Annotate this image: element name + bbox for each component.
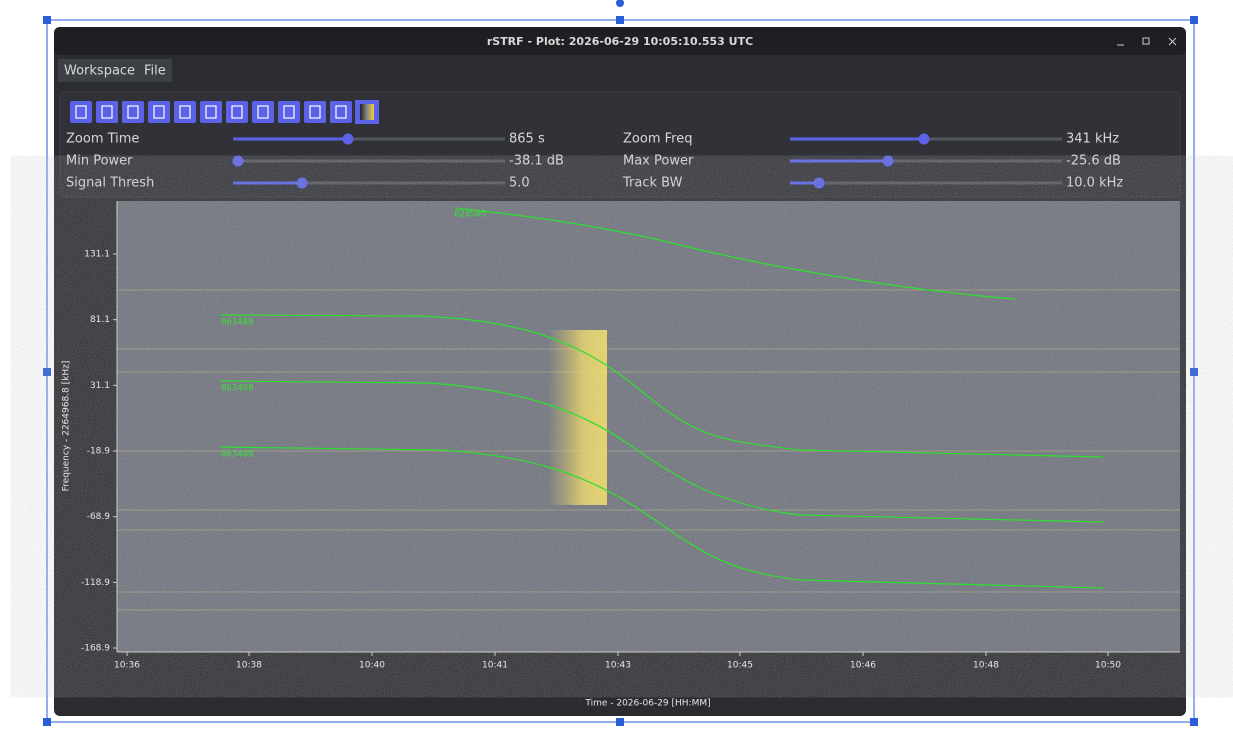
control-value: -25.6 dB xyxy=(1066,154,1121,169)
tool-glyph xyxy=(179,105,191,119)
tool-glyph xyxy=(335,105,347,119)
colormap-icon xyxy=(360,104,374,120)
control-value: 341 kHz xyxy=(1066,132,1119,147)
tool-glyph xyxy=(101,105,113,119)
control-value: 5.0 xyxy=(509,176,530,191)
tool-button[interactable] xyxy=(252,101,274,123)
tool-button[interactable] xyxy=(174,101,196,123)
tool-glyph xyxy=(231,105,243,119)
tool-glyph xyxy=(127,105,139,119)
x-tick-label: 10:41 xyxy=(482,661,508,671)
slider-handle[interactable] xyxy=(813,177,825,189)
tracks xyxy=(219,207,1104,589)
control-value: 865 s xyxy=(509,132,545,147)
control-label: Zoom Freq xyxy=(623,132,692,147)
x-axis-label: Time - 2026-06-29 [HH:MM] xyxy=(584,699,710,709)
tool-glyph xyxy=(153,105,165,119)
control-value: 10.0 kHz xyxy=(1066,176,1123,191)
track-label: 063488 xyxy=(221,318,254,328)
control-label: Signal Thresh xyxy=(66,176,154,191)
x-tick-label: 10:38 xyxy=(236,661,262,671)
title-bar xyxy=(54,27,1186,55)
x-tick-label: 10:40 xyxy=(359,661,385,671)
x-tick-label: 10:50 xyxy=(1095,661,1121,671)
tool-glyph xyxy=(205,105,217,119)
slider-handle[interactable] xyxy=(918,133,930,145)
control-value: -38.1 dB xyxy=(509,154,564,169)
y-tick-label: -168.9 xyxy=(81,644,110,654)
tool-button[interactable] xyxy=(148,101,170,123)
carrier-lines xyxy=(117,289,1180,611)
tool-button[interactable] xyxy=(70,101,92,123)
y-axis-label: Frequency - 2264968.8 [kHz] xyxy=(62,361,72,492)
control-label: Min Power xyxy=(66,154,133,169)
y-tick-label: 31.1 xyxy=(90,381,110,391)
slider-handle[interactable] xyxy=(296,177,308,189)
tool-button[interactable] xyxy=(330,101,352,123)
control-label: Max Power xyxy=(623,154,694,169)
tool-glyph xyxy=(309,105,321,119)
tool-button[interactable] xyxy=(278,101,300,123)
menu-item[interactable]: Workspace xyxy=(64,64,135,79)
control-label: Zoom Time xyxy=(66,132,139,147)
window-buttons[interactable] xyxy=(1117,37,1177,46)
tool-glyph xyxy=(257,105,269,119)
y-tick-label: -118.9 xyxy=(81,578,110,588)
x-tick-label: 10:45 xyxy=(727,661,753,671)
y-tick-label: 131.1 xyxy=(84,250,110,260)
y-tick-label: -18.9 xyxy=(87,447,111,457)
y-tick-label: 81.1 xyxy=(90,315,110,325)
x-tick-label: 10:46 xyxy=(850,661,876,671)
tool-button[interactable] xyxy=(96,101,118,123)
track-label: 028505 xyxy=(454,210,487,220)
y-tick-label: -68.9 xyxy=(87,512,111,522)
slider-handle[interactable] xyxy=(882,155,894,167)
x-tick-label: 10:48 xyxy=(973,661,999,671)
track-label: 063488 xyxy=(221,384,254,394)
tool-button[interactable] xyxy=(304,101,326,123)
tool-glyph xyxy=(75,105,87,119)
signal-burst xyxy=(548,330,607,505)
tool-button[interactable] xyxy=(200,101,222,123)
slider-handle[interactable] xyxy=(232,155,244,167)
tool-glyph xyxy=(283,105,295,119)
x-tick-label: 10:43 xyxy=(605,661,631,671)
tool-button[interactable] xyxy=(122,101,144,123)
tool-button[interactable] xyxy=(226,101,248,123)
x-tick-label: 10:36 xyxy=(114,661,140,671)
menu-item[interactable]: File xyxy=(144,64,166,79)
track-label: 063488 xyxy=(221,450,254,460)
window-title: rSTRF - Plot: 2026-06-29 10:05:10.553 UT… xyxy=(487,35,753,48)
resize-handles[interactable] xyxy=(43,0,1198,726)
slider-handle[interactable] xyxy=(342,133,354,145)
spectrogram-noise xyxy=(117,201,1180,652)
control-label: Track BW xyxy=(622,176,683,191)
menu-bar xyxy=(58,59,172,82)
